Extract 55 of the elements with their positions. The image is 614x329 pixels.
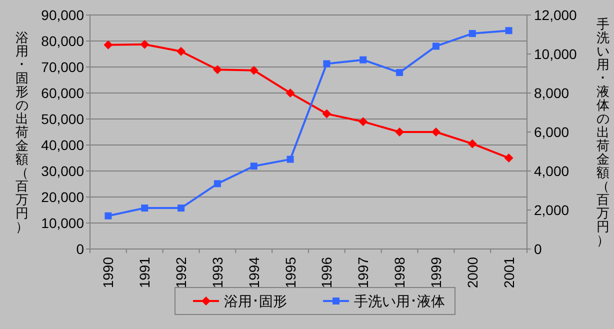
point bbox=[360, 56, 367, 64]
x-tick-label: 1999 bbox=[428, 256, 444, 288]
y-tick-label: 10,000 bbox=[41, 215, 84, 231]
x-tick-label: 1995 bbox=[282, 256, 298, 288]
x-tick-label: 1993 bbox=[209, 256, 226, 288]
point bbox=[286, 88, 295, 98]
y2-tick-label: 2,000 bbox=[534, 202, 570, 218]
point bbox=[468, 139, 477, 148]
legend-label: 手洗い用･液体 bbox=[354, 293, 445, 309]
point bbox=[286, 156, 294, 163]
legend-label: 浴用･固形 bbox=[224, 293, 287, 309]
point bbox=[104, 40, 113, 50]
point bbox=[214, 180, 221, 188]
y2-tick-label: 0 bbox=[534, 241, 542, 257]
y-tick-label: 90,000 bbox=[41, 7, 84, 23]
x-tick-label: 1990 bbox=[100, 256, 116, 288]
y2-tick-label: 4,000 bbox=[534, 163, 570, 179]
x-tick-label: 2001 bbox=[500, 256, 517, 288]
y2-tick-label: 10,000 bbox=[534, 46, 578, 62]
x-tick-label: 1998 bbox=[392, 256, 408, 288]
y2-tick-label: 6,000 bbox=[534, 124, 570, 140]
point bbox=[250, 162, 258, 170]
x-tick-label: 2000 bbox=[464, 256, 480, 288]
x-tick-label: 1997 bbox=[355, 256, 372, 288]
point bbox=[212, 65, 222, 74]
y-tick-label: 30,000 bbox=[41, 163, 84, 179]
point bbox=[396, 69, 404, 76]
y-tick-label: 0 bbox=[76, 241, 84, 257]
text: 手洗い用･液体の出荷金額（百万円） bbox=[596, 16, 610, 248]
y-tick-label: 80,000 bbox=[41, 33, 84, 49]
y2-tick-label: 12,000 bbox=[534, 7, 578, 23]
x-tick-label: 1991 bbox=[136, 256, 153, 288]
point bbox=[176, 46, 186, 56]
y-tick-label: 40,000 bbox=[41, 137, 84, 153]
point bbox=[468, 30, 476, 38]
point bbox=[178, 204, 185, 212]
point bbox=[358, 117, 368, 126]
point bbox=[104, 212, 112, 220]
x-tick-label: 1996 bbox=[318, 256, 335, 288]
y2-tick-label: 8,000 bbox=[534, 85, 570, 101]
point bbox=[323, 60, 330, 68]
point bbox=[432, 42, 440, 50]
x-tick-label: 1994 bbox=[246, 256, 262, 288]
point bbox=[141, 204, 148, 212]
point bbox=[505, 27, 512, 34]
y-tick-label: 20,000 bbox=[41, 189, 84, 205]
point bbox=[504, 154, 514, 162]
text: 浴用･固形の出荷金額（百万円） bbox=[16, 30, 28, 234]
point bbox=[140, 40, 150, 49]
y-tick-label: 60,000 bbox=[41, 85, 84, 101]
x-tick-label: 1992 bbox=[173, 256, 190, 288]
point bbox=[249, 66, 258, 75]
y-tick-label: 50,000 bbox=[41, 111, 84, 127]
point bbox=[322, 109, 332, 118]
y-tick-label: 70,000 bbox=[41, 59, 84, 75]
